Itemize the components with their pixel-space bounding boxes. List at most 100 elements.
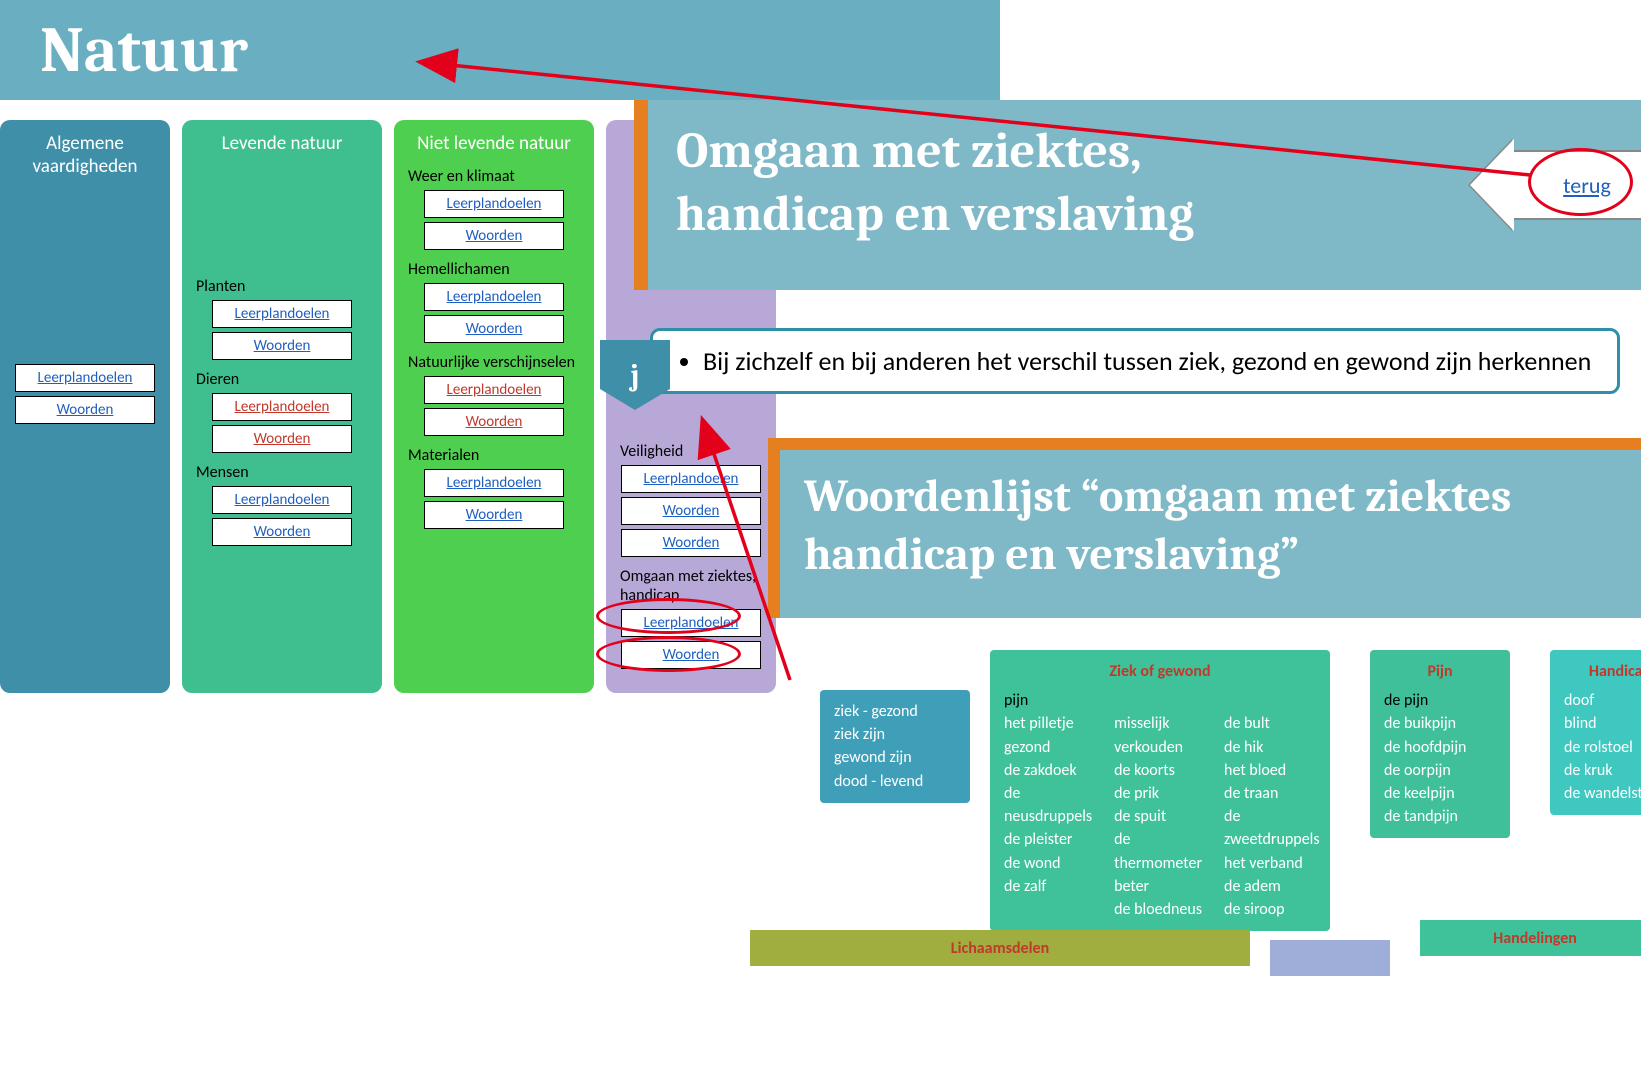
strip-blank bbox=[1270, 940, 1390, 976]
word-item: de kruk bbox=[1564, 759, 1641, 782]
mensen-leer[interactable]: Leerplandoelen bbox=[212, 486, 352, 514]
wordlist-title-line2: handicap en verslaving” bbox=[804, 528, 1299, 581]
card-ziek-lead: pijn bbox=[1004, 689, 1316, 712]
c3-sub-hemel: Hemellichamen bbox=[408, 260, 580, 279]
strip1-label: Lichaamsdelen bbox=[951, 939, 1049, 958]
word-item: gezond bbox=[1004, 736, 1092, 759]
overlay-header: Omgaan met ziektes, handicap en verslavi… bbox=[634, 100, 1641, 290]
card-ziek-title: Ziek of gewond bbox=[1004, 660, 1316, 683]
col3-title: Niet levende natuur bbox=[404, 132, 584, 155]
word-item: de thermometer bbox=[1114, 828, 1202, 874]
word-item: de wandelstok bbox=[1564, 782, 1641, 805]
strip-handelingen: Handelingen bbox=[1420, 920, 1641, 956]
word-item: de traan bbox=[1224, 782, 1320, 805]
word-item: de bult bbox=[1224, 712, 1320, 735]
word-item: doof bbox=[1564, 689, 1641, 712]
word-item: het bloed bbox=[1224, 759, 1320, 782]
word-item: de rolstoel bbox=[1564, 736, 1641, 759]
wordlist-header: Woordenlijst “omgaan met ziektes handica… bbox=[768, 438, 1641, 618]
mat-woord[interactable]: Woorden bbox=[424, 501, 564, 529]
word-item: de koorts bbox=[1114, 759, 1202, 782]
col2-sub-planten: Planten bbox=[196, 277, 368, 296]
word-item: verkouden bbox=[1114, 736, 1202, 759]
card-handicap-title: Handicap bbox=[1564, 660, 1641, 683]
col2-sub-dieren: Dieren bbox=[196, 370, 368, 389]
word-item: de hik bbox=[1224, 736, 1320, 759]
bullet-box: Bij zichzelf en bij anderen het verschil… bbox=[650, 328, 1620, 394]
omgaan-leer[interactable]: Leerplandoelen bbox=[621, 609, 761, 637]
overlay-title-line2: handicap en verslaving bbox=[676, 185, 1194, 243]
hemel-leer[interactable]: Leerplandoelen bbox=[424, 283, 564, 311]
word-item: de hoofdpijn bbox=[1384, 736, 1496, 759]
planten-woord[interactable]: Woorden bbox=[212, 332, 352, 360]
card-handicap-list: doofblindde rolstoelde krukde wandelstok bbox=[1564, 689, 1641, 805]
word-item: blind bbox=[1564, 712, 1641, 735]
col2-sub-mensen: Mensen bbox=[196, 463, 368, 482]
word-item: ziek zijn bbox=[834, 723, 956, 746]
veiligheid-woord1[interactable]: Woorden bbox=[621, 497, 761, 525]
col1-title: Algemene vaardigheden bbox=[10, 132, 160, 178]
card-a-list: ziek - gezondziek zijngewond zijndood - … bbox=[834, 700, 956, 793]
card-pijn: Pijn de pijn de buikpijnde hoofdpijnde o… bbox=[1370, 650, 1510, 838]
word-item: de tandpijn bbox=[1384, 805, 1496, 828]
word-item: de buikpijn bbox=[1384, 712, 1496, 735]
dieren-woord[interactable]: Woorden bbox=[212, 425, 352, 453]
word-item: dood - levend bbox=[834, 770, 956, 793]
weer-woord[interactable]: Woorden bbox=[424, 222, 564, 250]
word-item: de keelpijn bbox=[1384, 782, 1496, 805]
dieren-leer[interactable]: Leerplandoelen bbox=[212, 393, 352, 421]
card-ziek-cols: het pilletjegezondde zakdoekde neusdrupp… bbox=[1004, 712, 1316, 921]
veiligheid-woord2[interactable]: Woorden bbox=[621, 529, 761, 557]
page-title: Natuur bbox=[40, 13, 248, 87]
c4-sub-omgaan: Omgaan met ziektes, handicap bbox=[620, 567, 762, 605]
word-col: het pilletjegezondde zakdoekde neusdrupp… bbox=[1004, 712, 1092, 921]
nat-leer[interactable]: Leerplandoelen bbox=[424, 376, 564, 404]
overlay-title-line1: Omgaan met ziektes, bbox=[676, 122, 1142, 180]
c3-sub-weer: Weer en klimaat bbox=[408, 167, 580, 186]
word-item: de wond bbox=[1004, 852, 1092, 875]
nat-woord[interactable]: Woorden bbox=[424, 408, 564, 436]
col1-leerplandoelen[interactable]: Leerplandoelen bbox=[15, 364, 155, 392]
card-handicap: Handicap doofblindde rolstoelde krukde w… bbox=[1550, 650, 1641, 815]
word-item: het verband bbox=[1224, 852, 1320, 875]
word-col: misselijkverkoudende koortsde prikde spu… bbox=[1114, 712, 1202, 921]
word-item: de siroop bbox=[1224, 898, 1320, 921]
chevron-label: j bbox=[631, 358, 640, 393]
strip3-label: Handelingen bbox=[1493, 929, 1577, 948]
hemel-woord[interactable]: Woorden bbox=[424, 315, 564, 343]
weer-leer[interactable]: Leerplandoelen bbox=[424, 190, 564, 218]
col-algemene: Algemene vaardigheden Leerplandoelen Woo… bbox=[0, 120, 170, 693]
word-item: de adem bbox=[1224, 875, 1320, 898]
word-item: de zalf bbox=[1004, 875, 1092, 898]
word-col: de bultde hikhet bloedde traande zweetdr… bbox=[1224, 712, 1320, 921]
c3-sub-mat: Materialen bbox=[408, 446, 580, 465]
wordlist-title: Woordenlijst “omgaan met ziektes handica… bbox=[804, 468, 1624, 583]
word-item: gewond zijn bbox=[834, 746, 956, 769]
card-basis: ziek - gezondziek zijngewond zijndood - … bbox=[820, 690, 970, 803]
mensen-woord[interactable]: Woorden bbox=[212, 518, 352, 546]
page-title-bar: Natuur bbox=[0, 0, 1000, 100]
back-link-overlay[interactable]: terug bbox=[1563, 172, 1611, 199]
mat-leer[interactable]: Leerplandoelen bbox=[424, 469, 564, 497]
word-item: de prik bbox=[1114, 782, 1202, 805]
word-item: ziek - gezond bbox=[834, 700, 956, 723]
col-niet-levende: Niet levende natuur Weer en klimaat Leer… bbox=[394, 120, 594, 693]
word-item: de zakdoek bbox=[1004, 759, 1092, 782]
word-item: de pleister bbox=[1004, 828, 1092, 851]
word-item: het pilletje bbox=[1004, 712, 1092, 735]
c3-sub-nat: Natuurlijke verschijnselen bbox=[408, 353, 580, 372]
back-arrow-overlay[interactable]: terug bbox=[1512, 150, 1641, 220]
planten-leer[interactable]: Leerplandoelen bbox=[212, 300, 352, 328]
veiligheid-leer[interactable]: Leerplandoelen bbox=[621, 465, 761, 493]
word-item: beter bbox=[1114, 875, 1202, 898]
card-pijn-list: de buikpijnde hoofdpijnde oorpijnde keel… bbox=[1384, 712, 1496, 828]
omgaan-woord[interactable]: Woorden bbox=[621, 641, 761, 669]
word-item: misselijk bbox=[1114, 712, 1202, 735]
word-item: de zweetdruppels bbox=[1224, 805, 1320, 851]
card-ziek: Ziek of gewond pijn het pilletjegezondde… bbox=[990, 650, 1330, 931]
col1-woorden[interactable]: Woorden bbox=[15, 396, 155, 424]
word-item: de spuit bbox=[1114, 805, 1202, 828]
bullet-item: Bij zichzelf en bij anderen het verschil… bbox=[703, 345, 1595, 377]
col-levende: Levende natuur Planten Leerplandoelen Wo… bbox=[182, 120, 382, 693]
c4-sub-veiligheid: Veiligheid bbox=[620, 442, 762, 461]
